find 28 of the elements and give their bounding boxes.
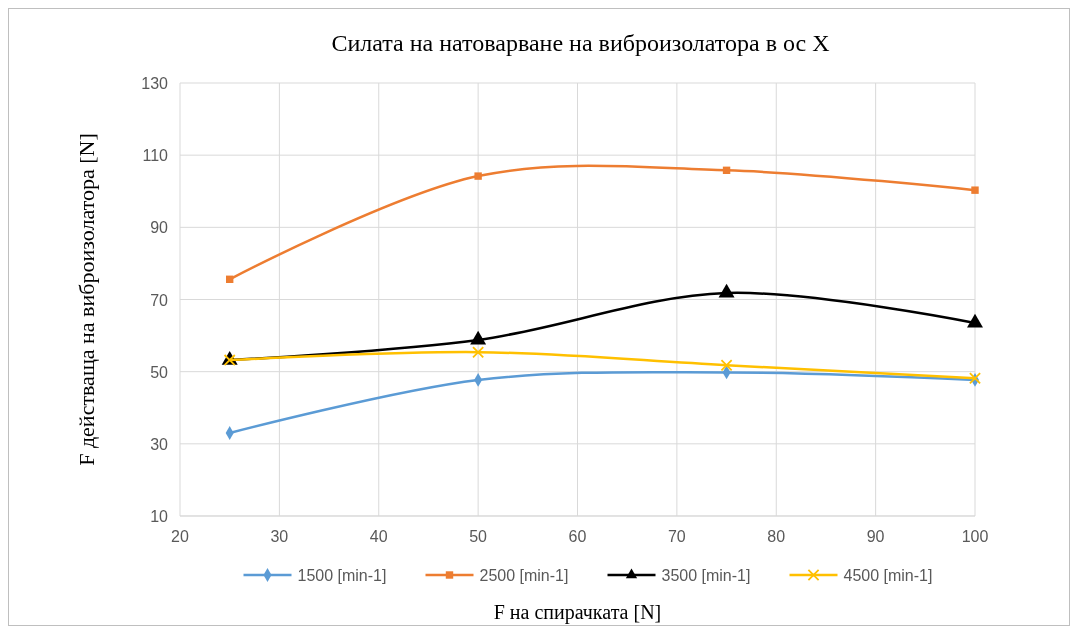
point bbox=[474, 172, 482, 180]
x-tick-label: 50 bbox=[469, 528, 488, 545]
x-tick-label: 90 bbox=[866, 528, 885, 545]
y-tick-label: 70 bbox=[150, 291, 169, 309]
x-tick-label: 80 bbox=[767, 528, 786, 545]
x-tick-label: 60 bbox=[568, 528, 587, 545]
point bbox=[971, 186, 979, 194]
legend-label: 1500 [min-1] bbox=[297, 567, 387, 584]
y-tick-label: 10 bbox=[150, 508, 169, 525]
y-tick-label: 30 bbox=[150, 435, 169, 453]
y-tick-label: 130 bbox=[141, 75, 169, 92]
x-axis-title: F на спирачката [N] bbox=[493, 601, 662, 624]
y-tick-label: 90 bbox=[150, 219, 169, 237]
legend-label: 2500 [min-1] bbox=[479, 567, 569, 584]
x-tick-label: 70 bbox=[667, 528, 686, 545]
point bbox=[472, 346, 485, 359]
legend-label: 3500 [min-1] bbox=[661, 567, 751, 584]
x-tick-label: 40 bbox=[369, 528, 388, 545]
x-tick-label: 30 bbox=[270, 528, 289, 545]
point bbox=[720, 359, 733, 372]
y-tick-label: 110 bbox=[142, 147, 169, 165]
legend-label: 4500 [min-1] bbox=[843, 567, 933, 584]
point bbox=[223, 354, 236, 367]
chart-title: Силата на натоварване на виброизолатора в ос X bbox=[331, 30, 830, 56]
x-tick-label: 20 bbox=[171, 528, 189, 545]
y-axis-title: F действаща на виброизолатора [N] bbox=[74, 133, 99, 466]
y-tick-label: 50 bbox=[150, 363, 169, 381]
x-tick-label: 100 bbox=[961, 528, 989, 545]
